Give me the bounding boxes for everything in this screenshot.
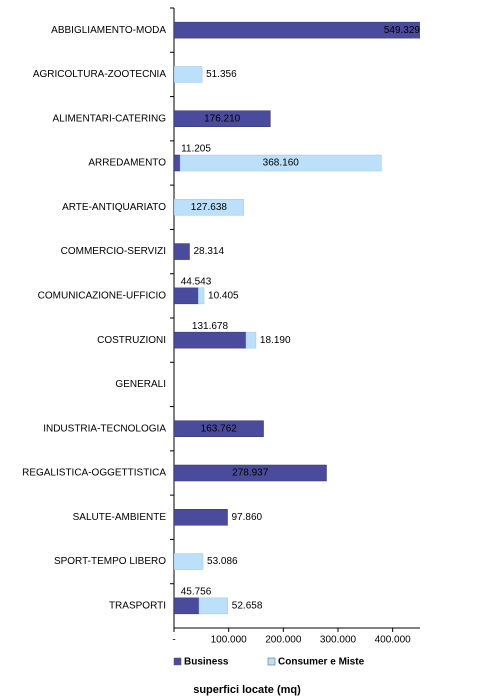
bar — [198, 287, 205, 305]
x-tick-label: 400.000 — [375, 635, 412, 646]
value-label: 53.086 — [207, 556, 238, 567]
value-label: 10.405 — [208, 290, 239, 301]
value-label: 176.210 — [204, 113, 241, 124]
plot-area — [174, 21, 420, 615]
bar — [174, 154, 181, 172]
x-tick-label: - — [172, 635, 175, 646]
legend-label: Business — [184, 657, 229, 668]
bar — [174, 597, 200, 615]
x-tick-label: 100.000 — [211, 635, 248, 646]
y-tick-label: GENERALI — [115, 379, 166, 390]
bar — [179, 154, 382, 172]
value-label: 368.160 — [263, 158, 300, 169]
bar — [245, 331, 257, 349]
bar — [174, 420, 264, 437]
bar — [198, 597, 229, 615]
y-tick-label: INDUSTRIA-TECNOLOGIA — [43, 423, 166, 434]
y-tick-label: SPORT-TEMPO LIBERO — [54, 556, 166, 567]
value-label: 44.543 — [181, 276, 212, 287]
bar — [174, 199, 245, 216]
y-tick-label: AGRICOLTURA-ZOOTECNIA — [33, 69, 166, 80]
legend-swatch — [173, 657, 182, 666]
bar — [174, 553, 204, 570]
value-label: 28.314 — [193, 246, 224, 257]
x-tick-label: 300.000 — [320, 635, 357, 646]
value-label: 52.658 — [232, 600, 263, 611]
value-label: 97.860 — [231, 512, 262, 523]
y-tick-label: COMMERCIO-SERVIZI — [61, 246, 166, 257]
y-tick-label: TRASPORTI — [109, 600, 166, 611]
y-tick-label: ARREDAMENTO — [88, 158, 166, 169]
value-label: 18.190 — [260, 335, 291, 346]
bar — [174, 331, 247, 349]
value-label: 45.756 — [181, 586, 212, 597]
y-tick-label: ARTE-ANTIQUARIATO — [62, 202, 166, 213]
y-tick-label: SALUTE-AMBIENTE — [73, 512, 167, 523]
y-tick-label: REGALISTICA-OGGETTISTICA — [22, 468, 166, 479]
bar — [174, 66, 203, 83]
value-label: 127.638 — [191, 202, 228, 213]
value-label: 549.329 — [384, 25, 421, 36]
value-label: 131.678 — [192, 321, 229, 332]
bar — [174, 509, 228, 526]
y-tick-label: COMUNICAZIONE-UFFICIO — [38, 290, 167, 301]
x-axis-title: superfici locate (mq) — [193, 684, 301, 696]
bar — [174, 243, 190, 260]
bar — [174, 464, 327, 482]
value-label: 11.205 — [181, 144, 211, 155]
bar — [174, 21, 420, 39]
y-tick-label: COSTRUZIONI — [97, 335, 166, 346]
legend-swatch — [267, 657, 276, 666]
y-tick-label: ABBIGLIAMENTO-MODA — [51, 25, 166, 36]
value-label: 51.356 — [206, 69, 237, 80]
y-tick-label: ALIMENTARI-CATERING — [52, 113, 166, 124]
x-tick-label: 200.000 — [265, 635, 302, 646]
legend-label: Consumer e Miste — [278, 657, 365, 668]
bar — [174, 287, 199, 305]
bar — [174, 110, 271, 127]
value-label: 163.762 — [201, 423, 238, 434]
value-label: 278.937 — [232, 468, 269, 479]
